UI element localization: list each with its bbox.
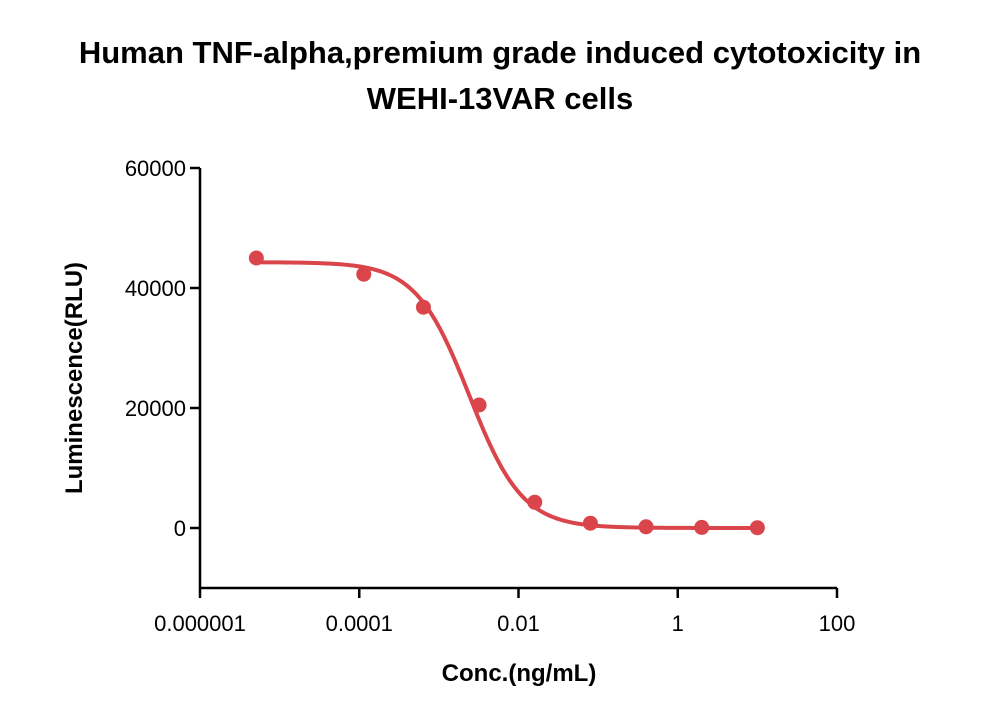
data-points	[248, 250, 765, 536]
data-point	[415, 299, 431, 315]
data-point	[749, 520, 765, 536]
data-point	[527, 494, 543, 510]
data-point	[356, 266, 372, 282]
x-tick-label: 0.0001	[326, 611, 393, 636]
x-tick-label: 0.000001	[154, 611, 246, 636]
y-tick-label: 0	[174, 516, 186, 541]
y-tick-label: 20000	[125, 396, 186, 421]
chart-title: Human TNF-alpha,premium grade induced cy…	[0, 30, 1000, 122]
y-tick-label: 40000	[125, 276, 186, 301]
data-point	[638, 519, 654, 535]
x-tick-label: 0.01	[497, 611, 540, 636]
data-point	[694, 519, 710, 535]
axes	[198, 168, 837, 590]
chart-title-line1: Human TNF-alpha,premium grade induced cy…	[78, 35, 922, 70]
data-point	[471, 397, 487, 413]
y-axis-title: Luminescence(RLU)	[61, 262, 88, 494]
x-tick-label: 1	[672, 611, 684, 636]
data-point	[582, 515, 598, 531]
y-axis-ticks: 0 20000 40000 60000	[125, 156, 200, 541]
y-tick-label: 60000	[125, 156, 186, 181]
data-point	[248, 250, 264, 266]
x-axis-title: Conc.(ng/mL)	[442, 660, 597, 687]
x-axis-ticks: 0.000001 0.0001 0.01 1 100	[154, 588, 855, 636]
fit-curve	[256, 260, 758, 530]
chart-title-line2: WEHI-13VAR cells	[366, 81, 634, 116]
x-tick-label: 100	[819, 611, 856, 636]
